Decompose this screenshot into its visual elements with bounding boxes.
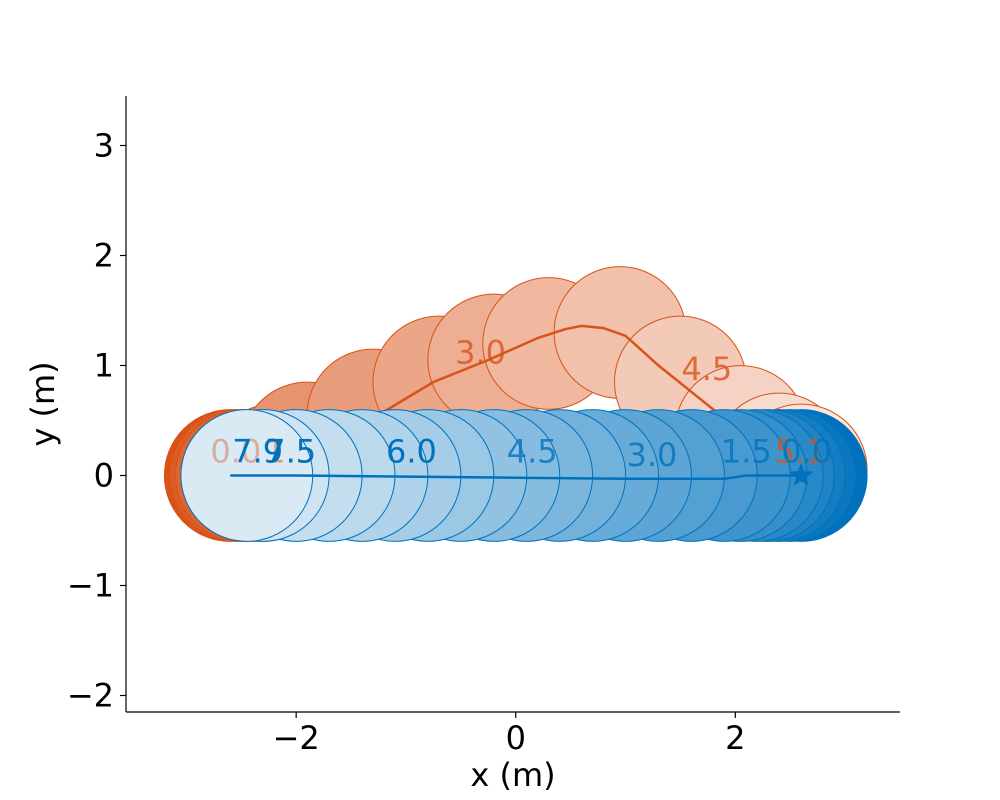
y-tick-label: −1 [67,567,114,605]
y-tick-label: 2 [94,237,114,275]
x-tick-label: −2 [273,719,320,757]
agent-0-time-label: 1.5 [265,433,316,471]
agent-1-group [180,409,868,542]
y-tick-label: 1 [94,347,114,385]
agent-1-time-label: 7.9 [232,433,283,471]
agent-1-time-label: 3.0 [626,436,677,474]
agent-1-time-label: 6.0 [386,433,437,471]
y-axis-label: y (m) [24,361,62,446]
agent-0-time-label: 5.1 [775,433,826,471]
agent-1-time-label: 1.5 [721,433,772,471]
agent-1-time-label: 4.5 [507,433,558,471]
y-tick-label: 3 [94,127,114,165]
agent-1-goal-star [788,462,814,486]
x-axis-label: x (m) [470,756,555,794]
time-labels: 0.0 1.53.0 4.55.10.01.53.04.56.07.57.9 [210,334,832,474]
agent-0-time-label: 0.0 [210,433,261,471]
plot-area [163,266,868,542]
y-tick-label: −2 [67,677,114,715]
x-tick-label: 0 [506,719,526,757]
agent-1-trajectory [230,474,802,481]
agent-1-time-label: 0.0 [781,433,832,471]
x-tick-label: 2 [725,719,745,757]
axes [125,96,900,713]
agent-0-time-label: 4.5 [681,350,732,388]
ticks: −2 0 2 −2 −1 0 1 2 3 [67,127,746,758]
y-tick-label: 0 [94,457,114,495]
agent-1-time-label: 7.5 [265,433,316,471]
agent-0-time-label: 3.0 [455,334,506,372]
